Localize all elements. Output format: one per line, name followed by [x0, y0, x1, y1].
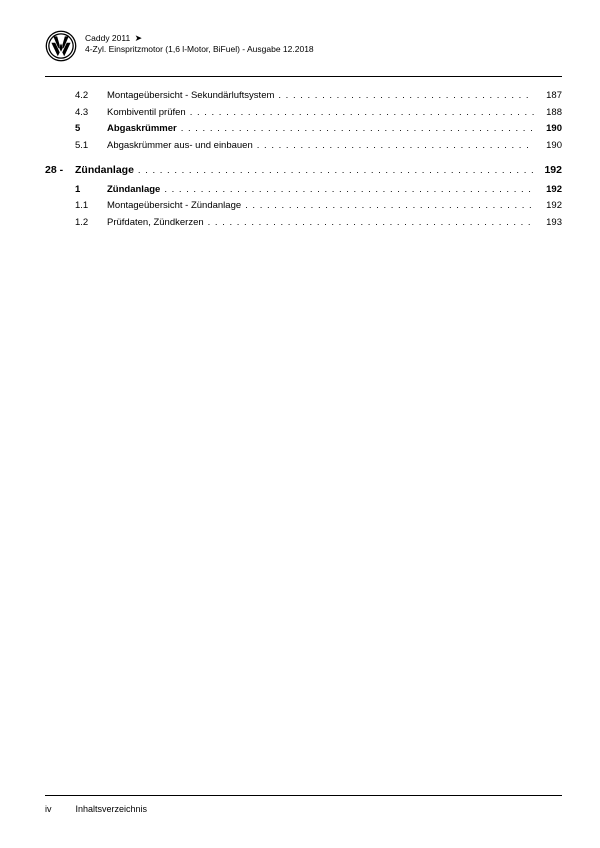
toc-entry-label: Zündanlage	[107, 183, 160, 198]
toc-dots	[138, 164, 534, 179]
toc-entry-number: 4.3	[45, 106, 107, 121]
vw-logo-icon	[45, 30, 77, 62]
toc-row: 1Zündanlage 192	[45, 183, 562, 198]
toc-entry-page: 192	[538, 183, 562, 198]
toc-dots	[190, 106, 534, 121]
toc-row: 1.1Montageübersicht - Zündanlage 192	[45, 199, 562, 214]
header-divider	[45, 76, 562, 77]
arrow-icon: ➤	[135, 33, 143, 43]
toc-entry-number: 1	[45, 183, 107, 198]
toc-entry-number: 1.1	[45, 199, 107, 214]
toc-entry-page: 190	[538, 139, 562, 154]
document-header: Caddy 2011 ➤ 4-Zyl. Einspritzmotor (1,6 …	[45, 30, 562, 62]
toc-dots	[181, 122, 534, 137]
toc-entry-label: Abgaskrümmer	[107, 122, 177, 137]
toc-entry-page: 190	[538, 122, 562, 137]
toc-entry-number: 4.2	[45, 89, 107, 104]
toc-dots	[164, 183, 534, 198]
footer-label: Inhaltsverzeichnis	[76, 804, 148, 814]
toc-entry-page: 188	[538, 106, 562, 121]
footer-divider	[45, 795, 562, 796]
document-subtitle: 4-Zyl. Einspritzmotor (1,6 l-Motor, BiFu…	[85, 44, 314, 55]
toc-entry-number: 1.2	[45, 216, 107, 231]
chapter-label: Zündanlage	[75, 162, 134, 178]
toc-chapter-row: 28 - Zündanlage 192	[45, 162, 562, 179]
table-of-contents: 4.2Montageübersicht - Sekundärluftsystem…	[45, 89, 562, 231]
toc-row: 4.3Kombiventil prüfen 188	[45, 106, 562, 121]
page-footer: iv Inhaltsverzeichnis	[45, 795, 562, 814]
toc-row: 4.2Montageübersicht - Sekundärluftsystem…	[45, 89, 562, 104]
toc-row: 5Abgaskrümmer 190	[45, 122, 562, 137]
toc-entry-label: Abgaskrümmer aus- und einbauen	[107, 139, 253, 154]
toc-entry-page: 193	[538, 216, 562, 231]
toc-row: 1.2Prüfdaten, Zündkerzen 193	[45, 216, 562, 231]
chapter-page: 192	[538, 162, 562, 178]
toc-entry-label: Montageübersicht - Sekundärluftsystem	[107, 89, 274, 104]
toc-entry-page: 192	[538, 199, 562, 214]
toc-entry-number: 5	[45, 122, 107, 137]
toc-entry-number: 5.1	[45, 139, 107, 154]
toc-dots	[208, 216, 534, 231]
model-name: Caddy 2011	[85, 33, 130, 43]
header-text: Caddy 2011 ➤ 4-Zyl. Einspritzmotor (1,6 …	[85, 30, 314, 56]
toc-row: 5.1Abgaskrümmer aus- und einbauen 190	[45, 139, 562, 154]
toc-entry-label: Montageübersicht - Zündanlage	[107, 199, 241, 214]
toc-entry-label: Kombiventil prüfen	[107, 106, 186, 121]
toc-dots	[278, 89, 534, 104]
chapter-number: 28 -	[45, 162, 75, 178]
page-number: iv	[45, 804, 73, 814]
toc-entry-label: Prüfdaten, Zündkerzen	[107, 216, 204, 231]
toc-dots	[245, 199, 534, 214]
toc-dots	[257, 139, 534, 154]
toc-entry-page: 187	[538, 89, 562, 104]
